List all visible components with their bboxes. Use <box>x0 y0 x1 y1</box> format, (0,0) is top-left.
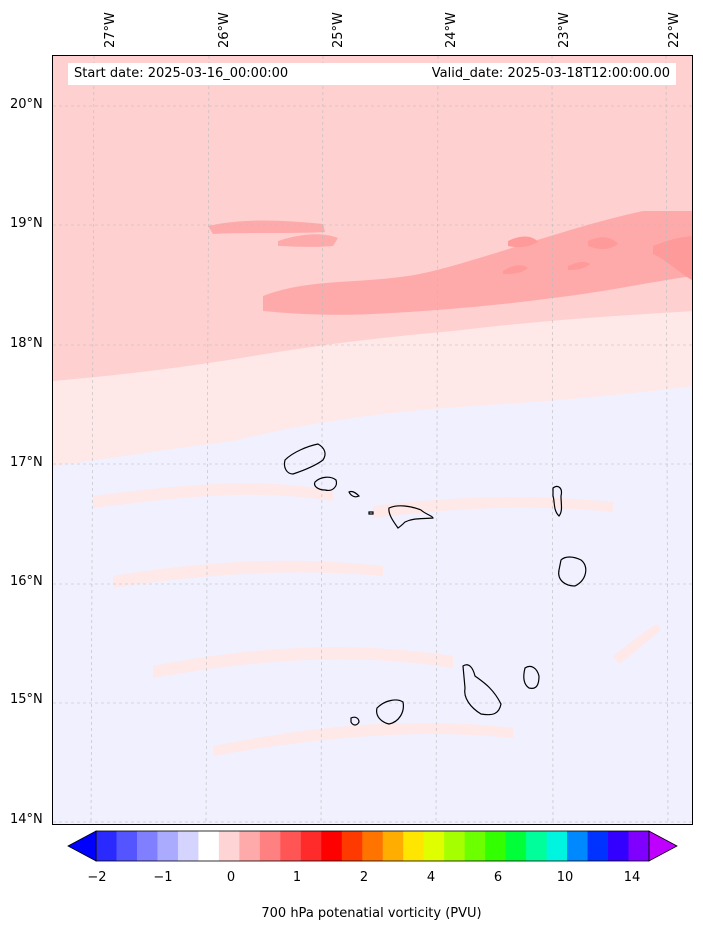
island-santa-luzia <box>348 490 361 498</box>
colorbar-cell <box>239 831 261 861</box>
field-streak-1 <box>93 483 333 508</box>
field-positive-patch-mid <box>278 234 338 247</box>
start-date-label: Start date: 2025-03-16_00:00:00 <box>74 66 289 81</box>
colorbar-tick: 10 <box>556 870 574 885</box>
colorbar-outline <box>95 830 650 862</box>
colorbar-extend-min <box>67 830 97 862</box>
longitude-label-22w: 22°W <box>667 12 682 48</box>
colorbar-cell <box>300 831 322 861</box>
island-maio <box>523 665 540 689</box>
longitude-label-24w: 24°W <box>444 12 459 48</box>
colorbar-cell <box>341 831 363 861</box>
coastlines <box>283 443 587 726</box>
field-streak-2 <box>113 560 383 588</box>
colorbar-cell <box>444 831 466 861</box>
colorbar-cell <box>96 831 117 861</box>
colorbar-cell <box>136 831 158 861</box>
colorbar-tick: 6 <box>493 870 503 885</box>
colorbar-cell <box>567 831 589 861</box>
field-streak-6 <box>613 624 661 664</box>
island-sao-vicente <box>313 476 338 491</box>
colorbar-cell <box>587 831 609 861</box>
colorbar-tick: 0 <box>226 870 236 885</box>
colorbar-cell <box>259 831 281 861</box>
map-panel <box>52 55 693 825</box>
colorbar-extend-max <box>648 830 678 862</box>
colorbar-cell <box>423 831 445 861</box>
field-strong-positive-3 <box>508 236 538 248</box>
field-strong-positive-5 <box>568 261 590 270</box>
latitude-label-20n: 20°N <box>10 97 43 112</box>
latitude-label-18n: 18°N <box>10 336 43 351</box>
colorbar-cell <box>403 831 425 861</box>
latitude-label-15n: 15°N <box>10 692 43 707</box>
island-branco <box>368 511 374 515</box>
colorbar-cell <box>198 831 220 861</box>
latitude-label-19n: 19°N <box>10 216 43 231</box>
colorbar-tick: 1 <box>292 870 302 885</box>
colorbar-label: 700 hPa potenatial vorticity (PVU) <box>261 906 482 921</box>
latitude-label-17n: 17°N <box>10 455 43 470</box>
field-strong-positive-1 <box>588 237 618 250</box>
field-positive-patch-north <box>208 220 325 234</box>
island-sal <box>552 485 563 517</box>
colorbar-tick: 14 <box>623 870 641 885</box>
colorbar-cell <box>321 831 343 861</box>
valid-date-label: Valid_date: 2025-03-18T12:00:00.00 <box>431 66 670 81</box>
longitude-label-25w: 25°W <box>331 12 346 48</box>
longitude-label-26w: 26°W <box>217 12 232 48</box>
colorbar-cell <box>505 831 527 861</box>
field-positive-band <box>263 211 692 315</box>
colorbar-cell <box>382 831 404 861</box>
colorbar-cell <box>546 831 568 861</box>
island-brava <box>350 716 360 726</box>
colorbar-cell <box>464 831 486 861</box>
field-streak-5 <box>373 497 613 518</box>
colorbar <box>67 830 678 862</box>
colorbar-tick: 4 <box>426 870 436 885</box>
island-santo-antao <box>283 443 326 475</box>
island-santiago <box>462 664 502 716</box>
colorbar-cell <box>628 831 650 861</box>
island-sao-nicolau <box>388 505 434 529</box>
island-boa-vista <box>558 556 587 587</box>
colorbar-cell <box>485 831 507 861</box>
field-strong-positive-2 <box>653 236 692 280</box>
colorbar-tick: −1 <box>153 870 173 885</box>
colorbar-cell <box>362 831 384 861</box>
field-streak-4 <box>213 722 513 756</box>
pv-field-map <box>53 56 692 824</box>
colorbar-tick: 2 <box>359 870 369 885</box>
field-streak-7 <box>53 396 143 416</box>
date-header: Start date: 2025-03-16_00:00:00 Valid_da… <box>68 63 676 85</box>
field-streak-3 <box>153 647 453 678</box>
colorbar-cell <box>157 831 179 861</box>
latitude-label-14n: 14°N <box>10 812 43 827</box>
graticule <box>53 56 692 824</box>
longitude-label-23w: 23°W <box>557 12 572 48</box>
field-strong-positive-4 <box>503 265 528 274</box>
colorbar-cell <box>218 831 240 861</box>
colorbar-cell <box>526 831 548 861</box>
latitude-label-16n: 16°N <box>10 574 43 589</box>
colorbar-cell <box>177 831 199 861</box>
island-fogo <box>376 699 404 725</box>
colorbar-cell <box>116 831 138 861</box>
colorbar-tick: −2 <box>87 870 107 885</box>
longitude-label-27w: 27°W <box>103 12 118 48</box>
colorbar-cell <box>280 831 302 861</box>
colorbar-cell <box>608 831 630 861</box>
